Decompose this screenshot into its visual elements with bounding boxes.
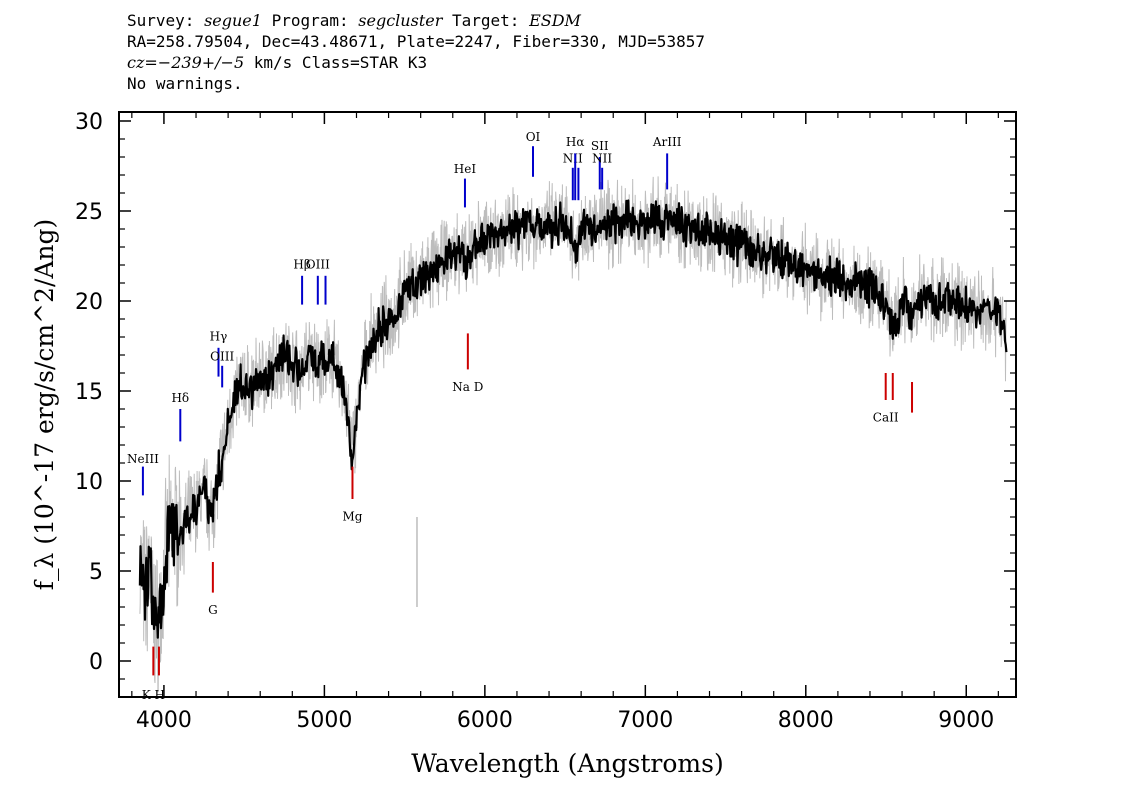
emission-line-label: NeIII [127,452,159,466]
emission-line-label: Hδ [171,391,189,405]
emission-line-label: NII [592,151,612,165]
emission-line-label: ArIII [652,135,682,149]
x-tick-label: 9000 [938,708,994,733]
absorption-line-label: Mg [342,510,362,524]
y-tick-label: 5 [89,560,103,585]
cz-label: cz= [127,53,158,72]
emission-line-label: OIII [306,258,330,272]
smoothed-flux-series [138,199,1008,639]
cz-value: −239+/−5 [157,53,245,72]
raw-flux-line [139,176,1007,693]
x-axis-title: Wavelength (Angstroms) [411,749,723,778]
header-line-coordinates: RA=258.79504, Dec=43.48671, Plate=2247, … [127,32,705,51]
program-value: segcluster [358,11,443,30]
emission-line-label: Hγ [210,330,228,344]
x-tick-label: 5000 [296,708,352,733]
survey-label: Survey: [127,11,195,30]
emission-line-label: Hα [566,135,585,149]
x-tick-label: 7000 [617,708,673,733]
emission-line-label: OI [526,130,541,144]
spectrum-header: Survey: segue1 Program: segcluster Targe… [127,10,705,94]
absorption-line-label: K H [142,688,165,702]
header-line-warnings: No warnings. [127,74,243,93]
smoothed-flux-line [138,199,1008,639]
target-label: Target: [452,11,520,30]
target-value: ESDM [529,11,581,30]
emission-line-label: NII [563,151,583,165]
absorption-line-label: CaII [873,411,899,425]
header-line-survey: Survey: segue1 Program: segcluster Targe… [127,10,705,31]
y-tick-label: 20 [75,290,103,315]
x-tick-label: 8000 [778,708,834,733]
emission-line-label: SII [591,139,609,153]
axis-ticks: 4000 5000 6000 7000 8000 9000 0 5 10 15 20 25 30 [75,110,1016,733]
y-tick-label: 25 [75,200,103,225]
raw-flux-series [139,176,1007,693]
x-tick-label: 6000 [457,708,513,733]
y-tick-label: 30 [75,110,103,135]
y-tick-label: 15 [75,380,103,405]
emission-line-label: HeI [454,162,477,176]
emission-line-label: Hβ [293,258,310,272]
absorption-line-label: Na D [452,380,483,394]
emission-line-label: OIII [210,349,234,363]
survey-value: segue1 [204,11,262,30]
x-tick-label: 4000 [136,708,192,733]
absorption-line-label: G [208,603,218,617]
y-tick-label: 10 [75,470,103,495]
y-axis-title: f_λ (10^-17 erg/s/cm^2/Ang) [30,219,59,591]
y-tick-label: 0 [89,650,103,675]
program-label: Program: [271,11,349,30]
plot-frame [118,111,1017,698]
cz-rest: km/s Class=STAR K3 [244,53,428,72]
header-line-redshift: cz=−239+/−5 km/s Class=STAR K3 [127,52,705,73]
